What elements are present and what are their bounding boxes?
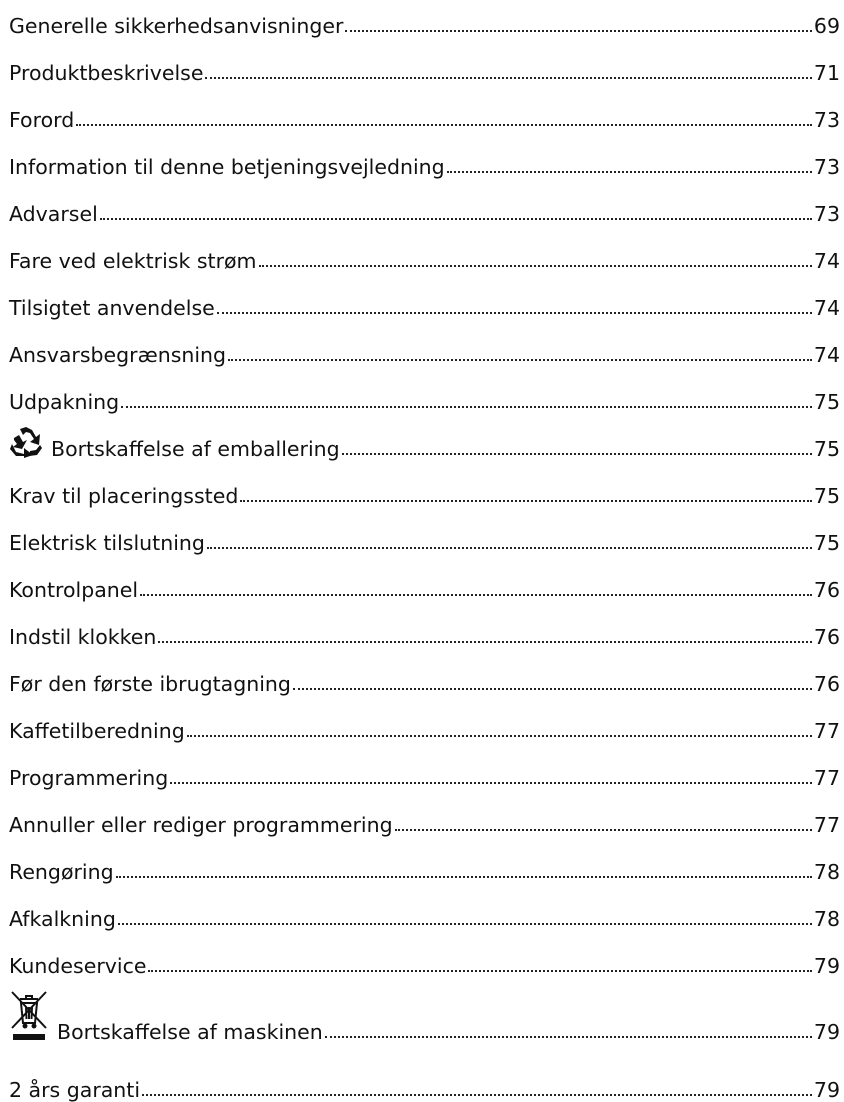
toc-entry[interactable]: Information til denne betjeningsvejledni… (9, 143, 840, 177)
toc-entry[interactable]: Annuller eller rediger programmering 77 (9, 801, 840, 835)
dot-leader (148, 970, 812, 972)
toc-entry-page: 69 (813, 13, 840, 38)
dot-leader (394, 829, 812, 831)
toc-entry-title: Bortskaffelse af emballering (51, 436, 340, 461)
crossed-out-bin-icon (9, 989, 49, 1045)
toc-entry[interactable]: Udpakning 75 (9, 378, 840, 412)
toc-entry-title: Kundeservice (9, 953, 147, 978)
toc-entry-title: Forord (9, 107, 75, 132)
toc-entry-title: Ansvarsbegrænsning (9, 342, 227, 367)
toc-entry-title: Programmering (9, 765, 169, 790)
toc-entry-title: Tilsigtet anvendelse (9, 295, 215, 320)
dot-leader (117, 923, 812, 925)
toc-entry-page: 75 (813, 436, 840, 461)
toc-entry[interactable]: Ansvarsbegrænsning 74 (9, 331, 840, 365)
toc-entry-page: 79 (813, 1077, 840, 1102)
toc-entry[interactable]: Rengøring 78 (9, 848, 840, 882)
toc-entry-page: 74 (813, 248, 840, 273)
toc-entry-title: Før den første ibrugtagning (9, 671, 291, 696)
toc-entry-title: Udpakning (9, 389, 120, 414)
toc-entry-page: 79 (813, 953, 840, 978)
toc-entry-page: 77 (813, 765, 840, 790)
toc-entry[interactable]: Indstil klokken 76 (9, 613, 840, 647)
toc-entry-title: Produktbeskrivelse (9, 60, 204, 85)
toc-entry[interactable]: Bortskaffelse af emballering 75 (9, 425, 840, 459)
toc-entry[interactable]: Produktbeskrivelse 71 (9, 49, 840, 83)
toc-entry-title: Indstil klokken (9, 624, 157, 649)
toc-entry[interactable]: Bortskaffelse af maskinen 79 (9, 990, 840, 1044)
dot-leader (158, 641, 812, 643)
dot-leader (446, 171, 812, 173)
toc-entry-page: 77 (813, 718, 840, 743)
toc-entry[interactable]: Kaffetilberedning 77 (9, 707, 840, 741)
dot-leader (142, 1094, 812, 1096)
dot-leader (240, 500, 812, 502)
dot-leader (121, 406, 812, 408)
toc-entry-page: 71 (813, 60, 840, 85)
toc-entry-page: 76 (813, 624, 840, 649)
dot-leader (292, 688, 812, 690)
dot-leader (115, 876, 812, 878)
toc-entry[interactable]: Før den første ibrugtagning 76 (9, 660, 840, 694)
toc-entry-title: Kontrolpanel (9, 577, 139, 602)
dot-leader (341, 453, 812, 455)
toc-entry-title: Advarsel (9, 201, 98, 226)
dot-leader (324, 1036, 812, 1038)
toc-entry[interactable]: Krav til placeringssted 75 (9, 472, 840, 506)
dot-leader (76, 124, 812, 126)
dot-leader (258, 265, 812, 267)
toc-entry-page: 77 (813, 812, 840, 837)
dot-leader (140, 594, 812, 596)
toc-entry-title: Elektrisk tilslutning (9, 530, 205, 555)
dot-leader (216, 312, 812, 314)
toc-entry-page: 74 (813, 295, 840, 320)
toc-entry[interactable]: Advarsel 73 (9, 190, 840, 224)
toc-entry-title: Kaffetilberedning (9, 718, 185, 743)
toc-entry[interactable]: Forord 73 (9, 96, 840, 130)
dot-leader (186, 735, 812, 737)
toc-entry-page: 75 (813, 389, 840, 414)
toc-entry-title: Generelle sikkerhedsanvisninger (9, 13, 344, 38)
toc-entry[interactable]: Afkalkning 78 (9, 895, 840, 929)
toc-entry-title: Rengøring (9, 859, 114, 884)
toc-entry[interactable]: Fare ved elektrisk strøm 74 (9, 237, 840, 271)
toc-entry-title: Afkalkning (9, 906, 116, 931)
toc-entry-page: 75 (813, 530, 840, 555)
toc-entry-title: Fare ved elektrisk strøm (9, 248, 257, 273)
toc-entry-page: 74 (813, 342, 840, 367)
toc-entry-title: Annuller eller rediger programmering (9, 812, 393, 837)
toc-entry-page: 73 (813, 201, 840, 226)
toc-entry-page: 76 (813, 577, 840, 602)
toc-entry[interactable]: Kontrolpanel 76 (9, 566, 840, 600)
toc-entry-title: Krav til placeringssted (9, 483, 239, 508)
toc-entry[interactable]: Kundeservice 79 (9, 942, 840, 976)
toc-entry-page: 75 (813, 483, 840, 508)
dot-leader (228, 359, 812, 361)
toc-entry-title: 2 års garanti (9, 1077, 141, 1102)
toc-entry-page: 79 (813, 1019, 840, 1044)
toc-entry[interactable]: Generelle sikkerhedsanvisninger 69 (9, 2, 840, 36)
toc-entry-page: 78 (813, 906, 840, 931)
toc-entry-page: 76 (813, 671, 840, 696)
dot-leader (206, 547, 812, 549)
dot-leader (170, 782, 812, 784)
toc-entry[interactable]: 2 års garanti 79 (9, 1066, 840, 1100)
toc-entry-page: 73 (813, 154, 840, 179)
toc-entry-page: 73 (813, 107, 840, 132)
toc-entry-page: 78 (813, 859, 840, 884)
toc-entry[interactable]: Elektrisk tilslutning 75 (9, 519, 840, 553)
dot-leader (99, 218, 812, 220)
toc-entry-title: Bortskaffelse af maskinen (57, 1019, 323, 1044)
dot-leader (205, 77, 812, 79)
toc-entry[interactable]: Tilsigtet anvendelse 74 (9, 284, 840, 318)
toc-entry[interactable]: Programmering 77 (9, 754, 840, 788)
toc-entry-title: Information til denne betjeningsvejledni… (9, 154, 445, 179)
dot-leader (345, 30, 812, 32)
recycle-icon (9, 426, 43, 462)
